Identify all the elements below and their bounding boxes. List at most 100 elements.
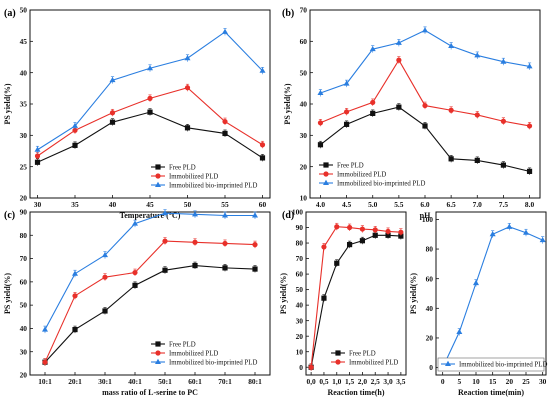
y-tick-label: 70: [296, 254, 304, 263]
y-tick-label: 40: [296, 301, 304, 310]
data-point: [147, 65, 153, 71]
y-tick-label: 20: [20, 194, 28, 203]
data-point: [422, 27, 428, 33]
x-tick-label: 70:1: [218, 377, 232, 386]
x-tick-label: 30: [539, 377, 547, 386]
x-tick-label: 20: [506, 377, 514, 386]
data-point: [489, 231, 496, 237]
data-point: [372, 227, 378, 233]
x-tick-label: 80:1: [248, 377, 262, 386]
x-tick-label: 0,0: [307, 377, 317, 386]
y-tick-label: 80: [426, 245, 434, 254]
x-axis-label: pH: [420, 211, 431, 220]
legend-marker: [155, 181, 161, 187]
data-point: [317, 89, 324, 96]
data-point: [398, 233, 404, 239]
series-free: [34, 108, 266, 166]
legend-entry: Immobilized PLD: [349, 359, 398, 366]
data-point: [72, 127, 78, 133]
data-point: [259, 142, 266, 148]
x-tick-label: 20:1: [68, 377, 82, 386]
legend: Free PLD Immobilized PLD Immobilized bio-i…: [151, 164, 257, 189]
data-point: [132, 282, 138, 288]
data-point: [398, 229, 404, 235]
data-point: [539, 236, 546, 243]
x-tick-label: 5: [457, 377, 461, 386]
y-tick-label: 20: [300, 162, 308, 171]
data-point: [474, 52, 481, 58]
y-tick-label: 40: [20, 68, 28, 77]
series-line: [44, 265, 256, 363]
data-point: [109, 110, 116, 116]
x-tick-label: 60:1: [188, 377, 202, 386]
x-tick-label: 4.0: [316, 200, 326, 209]
y-tick-label: 10: [296, 347, 304, 356]
x-axis-label: mass ratio of L-serine to PC: [102, 388, 198, 397]
x-tick-label: 50: [184, 200, 192, 209]
plot-frame: [29, 211, 271, 376]
y-tick-label: 60: [296, 270, 304, 279]
x-tick-label: 1,0: [332, 377, 342, 386]
y-tick-label: 60: [20, 277, 28, 286]
data-point: [317, 142, 324, 148]
legend: Free PLD Immobilized PLD: [331, 350, 398, 366]
y-tick-label: 50: [20, 6, 28, 15]
series-line: [320, 29, 530, 94]
chart-panel-5: 0 5 10 15 20 25 30 0 20 40 60 80 100 Reaction time(mi…: [409, 211, 547, 397]
series-bio: [317, 26, 533, 97]
legend-marker: [335, 359, 341, 365]
y-tick-label: 20: [296, 332, 304, 341]
x-axis-label: Temperature (°C): [120, 211, 181, 220]
legend-box: [437, 357, 545, 372]
y-tick-label: 100: [422, 215, 433, 224]
x-tick-label: 40: [109, 200, 117, 209]
series-free: [42, 261, 258, 366]
y-axis-label: PS yield(%): [283, 83, 292, 124]
data-point: [147, 109, 153, 115]
data-point: [222, 28, 228, 34]
x-axis-label: Reaction time(h): [327, 388, 384, 397]
data-point: [42, 326, 48, 332]
series-line: [442, 226, 543, 368]
x-tick-label: 7.0: [473, 200, 483, 209]
chart-panel-2: 4.0 4.5 5.0 5.5 6.0 6.5 7.0 7.5 8.0 10 20 30 40 50 60 7…: [282, 6, 541, 220]
x-tick-label: 5.0: [368, 200, 378, 209]
y-axis-label: PS yield(%): [409, 273, 418, 314]
y-tick-label: 50: [296, 285, 304, 294]
data-point: [346, 242, 353, 248]
chart-panel-4: 0,0 0,5 1,0 1,5 2,0 2,5 3,0 3,5 0 10 20 30 40 50 60 70 8…: [279, 208, 407, 397]
y-axis-label: PS yield(%): [3, 273, 12, 314]
y-tick-label: 40: [426, 304, 434, 313]
data-point: [343, 121, 350, 127]
series-immobilized: [308, 222, 404, 371]
data-point: [222, 240, 228, 247]
data-point: [396, 57, 402, 63]
x-tick-label: 3,0: [383, 377, 393, 386]
y-tick-label: 70: [20, 254, 28, 263]
x-tick-label: 30:1: [98, 377, 112, 386]
data-point: [370, 99, 376, 106]
data-point: [422, 123, 428, 129]
y-tick-label: 30: [20, 131, 28, 140]
x-tick-label: 10: [472, 377, 480, 386]
data-point: [456, 328, 463, 335]
data-point: [72, 122, 78, 128]
legend: Immobilized bio-imprinted PLD: [437, 357, 547, 372]
y-tick-label: 30: [20, 347, 28, 356]
data-point: [72, 270, 78, 276]
legend-marker: [155, 341, 161, 347]
x-tick-label: 8.0: [525, 200, 535, 209]
data-point: [184, 125, 191, 131]
legend-marker: [323, 179, 329, 185]
legend-marker: [155, 350, 161, 356]
legend-entry: Free PLD: [169, 341, 196, 348]
panel-label: (c): [4, 210, 15, 221]
y-tick-label: 20: [20, 371, 28, 380]
data-point: [192, 262, 198, 269]
data-point: [343, 109, 350, 115]
data-point: [42, 359, 48, 365]
series-bio: [42, 209, 258, 334]
data-point: [359, 238, 366, 244]
data-point: [259, 67, 266, 73]
data-point: [359, 226, 366, 232]
